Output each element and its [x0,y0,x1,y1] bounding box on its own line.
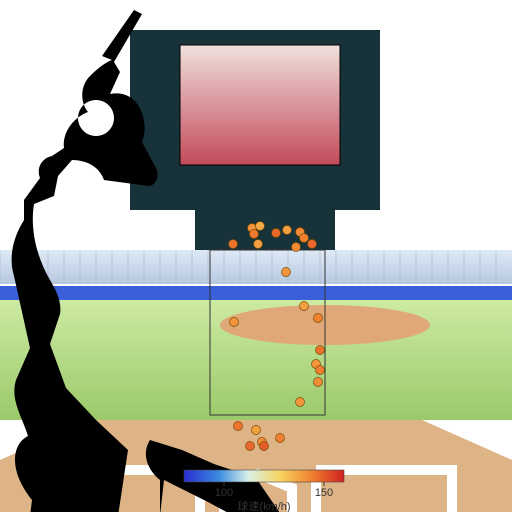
legend-tick-label: 100 [215,487,233,499]
pitch-marker [230,318,239,327]
wall-stripe [0,286,512,300]
pitch-marker [292,243,301,252]
pitch-marker [252,426,261,435]
legend-title: 球速(km/h) [237,499,290,512]
pitch-marker [316,346,325,355]
pitch-marker [272,229,281,238]
pitch-marker [234,422,243,431]
pitch-marker [314,314,323,323]
pitch-marker [254,240,263,249]
pitch-marker [260,442,269,451]
pitch-marker [296,398,305,407]
pitch-marker [276,434,285,443]
pitch-marker [300,234,309,243]
pitch-location-chart: 100 150 球速(km/h) [0,0,512,512]
pitch-marker [256,222,265,231]
pitch-marker [314,378,323,387]
pitch-marker [282,268,291,277]
legend-tick-label: 150 [315,487,333,499]
pitch-marker [308,240,317,249]
pitch-marker [283,226,292,235]
pitch-marker [250,230,259,239]
pitch-marker [316,366,325,375]
pitch-marker [246,442,255,451]
scoreboard-screen [180,45,340,165]
pitch-marker [300,302,309,311]
pitch-marker [229,240,238,249]
